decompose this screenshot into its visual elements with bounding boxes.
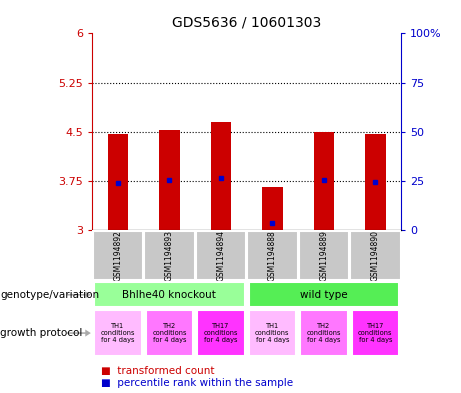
Text: GSM1194890: GSM1194890 — [371, 230, 380, 281]
Bar — [352, 310, 399, 356]
Text: TH1
conditions
for 4 days: TH1 conditions for 4 days — [255, 323, 290, 343]
Bar — [93, 231, 143, 280]
Text: GSM1194894: GSM1194894 — [216, 230, 225, 281]
Text: GSM1194888: GSM1194888 — [268, 230, 277, 281]
Text: TH2
conditions
for 4 days: TH2 conditions for 4 days — [152, 323, 187, 343]
Text: GSM1194893: GSM1194893 — [165, 230, 174, 281]
Text: TH17
conditions
for 4 days: TH17 conditions for 4 days — [358, 323, 393, 343]
Bar — [300, 310, 348, 356]
Bar — [262, 187, 283, 230]
Bar — [107, 134, 128, 230]
Bar — [247, 231, 298, 280]
Bar — [195, 231, 246, 280]
Bar — [248, 282, 399, 307]
Bar — [146, 310, 193, 356]
Title: GDS5636 / 10601303: GDS5636 / 10601303 — [172, 15, 321, 29]
Bar — [350, 231, 401, 280]
Text: wild type: wild type — [300, 290, 348, 300]
Text: TH1
conditions
for 4 days: TH1 conditions for 4 days — [100, 323, 135, 343]
Bar — [144, 231, 195, 280]
Bar — [159, 130, 180, 230]
Bar — [313, 132, 334, 230]
Bar — [94, 282, 245, 307]
Text: ■  transformed count: ■ transformed count — [101, 366, 215, 376]
Text: TH2
conditions
for 4 days: TH2 conditions for 4 days — [307, 323, 341, 343]
Bar — [365, 134, 385, 230]
Text: TH17
conditions
for 4 days: TH17 conditions for 4 days — [204, 323, 238, 343]
Text: growth protocol: growth protocol — [0, 328, 83, 338]
Text: GSM1194892: GSM1194892 — [113, 230, 123, 281]
Text: GSM1194889: GSM1194889 — [319, 230, 328, 281]
Bar — [94, 310, 142, 356]
Bar — [299, 231, 349, 280]
Bar — [197, 310, 245, 356]
Text: genotype/variation: genotype/variation — [0, 290, 99, 300]
Text: ■  percentile rank within the sample: ■ percentile rank within the sample — [101, 378, 294, 388]
Bar — [248, 310, 296, 356]
Text: Bhlhe40 knockout: Bhlhe40 knockout — [123, 290, 216, 300]
Bar — [211, 122, 231, 230]
